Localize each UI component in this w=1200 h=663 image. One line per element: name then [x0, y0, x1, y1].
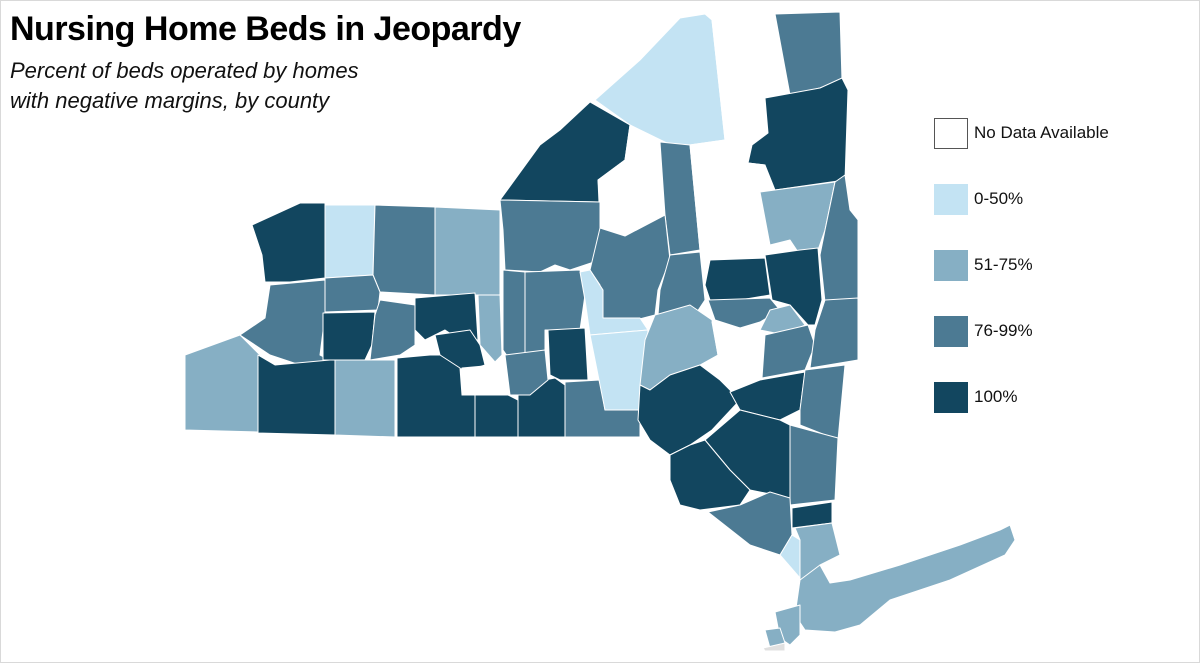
county-region [257, 354, 336, 436]
chart-subtitle: Percent of beds operated by homes with n… [10, 58, 359, 113]
county-region [477, 294, 503, 363]
legend-item-100: 100% [934, 364, 1109, 430]
county-region [504, 349, 549, 396]
legend-swatch-51-75 [934, 249, 968, 281]
county-region [707, 491, 793, 556]
county-region [372, 204, 436, 296]
county-region [579, 269, 649, 336]
county-region [794, 524, 1016, 633]
legend-item-51-75: 51-75% [934, 232, 1109, 298]
county-region [707, 297, 781, 329]
legend: No Data Available 0-50% 51-75% 76-99% 10… [934, 100, 1109, 430]
county-region [324, 204, 376, 279]
county-region [762, 642, 786, 652]
legend-item-no-data: No Data Available [934, 100, 1109, 166]
county-region [809, 297, 859, 369]
county-region [461, 364, 496, 396]
legend-label: 76-99% [974, 321, 1033, 340]
county-region [334, 359, 396, 438]
county-region [547, 327, 589, 381]
county-region [369, 299, 416, 361]
legend-label: 100% [974, 387, 1018, 406]
county-region [761, 324, 816, 379]
chart-title: Nursing Home Beds in Jeopardy [10, 10, 521, 48]
legend-label: No Data Available [974, 123, 1109, 142]
county-region [434, 206, 501, 296]
county-region [704, 257, 771, 301]
county-region [637, 364, 741, 456]
legend-swatch-0-50 [934, 183, 968, 215]
county-region [799, 364, 846, 441]
county-region [789, 424, 839, 506]
legend-swatch-no-data [934, 117, 968, 149]
county-region [324, 274, 381, 313]
legend-label: 51-75% [974, 255, 1033, 274]
legend-swatch-76-99 [934, 315, 968, 347]
county-region [474, 394, 519, 438]
county-region [659, 141, 701, 256]
legend-swatch-100 [934, 381, 968, 413]
county-region [251, 202, 326, 283]
legend-item-0-50: 0-50% [934, 166, 1109, 232]
county-region [711, 321, 766, 386]
county-region [499, 199, 601, 273]
county-region [502, 269, 526, 361]
county-region [669, 439, 751, 511]
county-region [184, 334, 261, 433]
legend-label: 0-50% [974, 189, 1024, 208]
county-region [764, 247, 823, 326]
county-region [322, 311, 376, 361]
legend-item-76-99: 76-99% [934, 298, 1109, 364]
